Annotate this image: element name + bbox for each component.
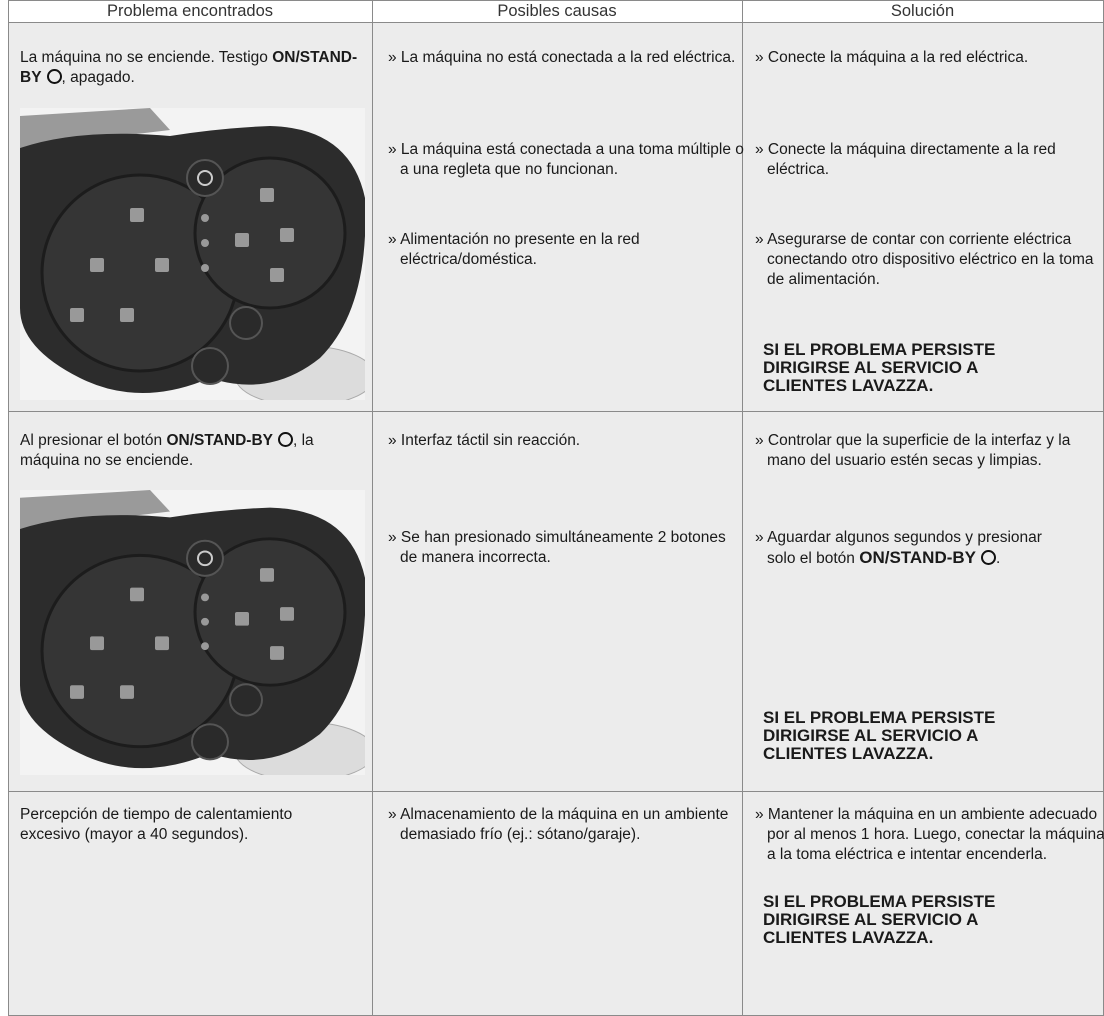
text-span: , la máquina no se enciende.: [20, 432, 314, 469]
solution: » Mantener la máquina en un ambiente ade…: [755, 806, 1104, 863]
illustration-part: [260, 188, 274, 202]
solution: » Conecte la máquina a la red eléctrica.: [755, 49, 1029, 66]
illustration-part: [130, 208, 144, 222]
machine-image: [20, 108, 376, 407]
illustration-part: [229, 683, 263, 717]
illustration-part: [201, 214, 209, 222]
solution: » Asegurarse de contar con corriente elé…: [755, 231, 1094, 288]
text-span: Percepción de tiempo de calentamiento ex…: [20, 806, 293, 843]
illustration-part: [130, 587, 144, 602]
text-span: ON/STAND-BY: [166, 432, 273, 449]
divider: [8, 411, 1104, 412]
illustration-part: [90, 636, 104, 651]
illustration-part: [155, 258, 169, 272]
text-span: ON/STAND-BY: [859, 548, 977, 567]
divider: [372, 0, 373, 1016]
power-icon: [981, 550, 997, 565]
illustration-part: [193, 537, 347, 687]
divider: [8, 22, 1104, 23]
cause: » La máquina no está conectada a la red …: [388, 49, 736, 66]
illustration-part: [20, 108, 376, 407]
illustration-part: [235, 612, 249, 626]
illustration-part: [260, 568, 274, 582]
illustration-part: [70, 685, 84, 699]
text-span: » Aguardar algunos segundos y presionar …: [755, 529, 1042, 567]
illustration-part: [70, 568, 294, 699]
illustration-part: [155, 636, 169, 651]
header-cell: Posibles causas: [497, 2, 617, 20]
divider: [8, 0, 9, 1016]
illustration-part: [270, 646, 284, 660]
divider: [8, 0, 1104, 1]
illustration-part: [270, 268, 284, 282]
notice: SI EL PROBLEMA PERSISTE DIRIGIRSE AL SER…: [763, 892, 996, 947]
solution: » Controlar que la superficie de la inte…: [755, 432, 1071, 469]
illustration-part: [20, 108, 170, 148]
illustration-part: [191, 723, 229, 761]
illustration-part: [197, 550, 213, 567]
illustration-part: [120, 685, 134, 699]
illustration-part: [186, 539, 224, 577]
notice: SI EL PROBLEMA PERSISTE DIRIGIRSE AL SER…: [763, 340, 996, 395]
cause: » Interfaz táctil sin reacción.: [388, 432, 581, 449]
solution: » Aguardar algunos segundos y presionar …: [755, 528, 1067, 569]
cause: » Se han presionado simultáneamente 2 bo…: [388, 529, 726, 566]
illustration-part: [197, 170, 213, 186]
illustration-part: [201, 617, 209, 626]
problem: Al presionar el botón ON/STAND-BY, la má…: [20, 431, 350, 471]
illustration-part: [70, 308, 84, 322]
divider: [8, 791, 1104, 792]
text-span: , apagado.: [61, 69, 135, 86]
cause: » Alimentación no presente en la red elé…: [388, 231, 640, 268]
illustration-part: [280, 607, 294, 621]
illustration-part: [90, 258, 104, 272]
problem: Percepción de tiempo de calentamiento ex…: [20, 805, 350, 845]
notice: SI EL PROBLEMA PERSISTE DIRIGIRSE AL SER…: [763, 708, 996, 763]
solution: » Conecte la máquina directamente a la r…: [755, 141, 1056, 178]
text-span: .: [996, 550, 1001, 567]
text-span: La máquina no se enciende. Testigo: [20, 49, 273, 66]
illustration-part: [201, 593, 209, 602]
illustration-part: [193, 156, 347, 310]
power-icon: [277, 432, 293, 447]
illustration-part: [201, 642, 209, 651]
illustration-part: [229, 306, 263, 340]
illustration-part: [280, 228, 294, 242]
illustration-part: [201, 239, 209, 247]
problem: La máquina no se enciende. Testigo ON/ST…: [20, 48, 365, 88]
illustration-part: [20, 490, 170, 530]
illustration-part: [70, 188, 294, 322]
divider: [742, 0, 743, 1016]
illustration-part: [191, 347, 229, 385]
header-cell: Problema encontrados: [106, 2, 273, 20]
illustration-part: [186, 159, 224, 197]
header-cell: Solución: [890, 2, 955, 20]
text-span: Al presionar el botón: [20, 432, 167, 449]
machine-image: [20, 490, 376, 782]
illustration-part: [120, 308, 134, 322]
illustration-part: [201, 264, 209, 272]
illustration-part: [235, 233, 249, 247]
cause: » La máquina está conectada a una toma m…: [388, 141, 744, 178]
text-span: ON/STAND-BY: [20, 49, 358, 86]
illustration-part: [20, 490, 376, 782]
power-icon: [46, 69, 62, 84]
cause: » Almacenamiento de la máquina en un amb…: [388, 806, 729, 843]
